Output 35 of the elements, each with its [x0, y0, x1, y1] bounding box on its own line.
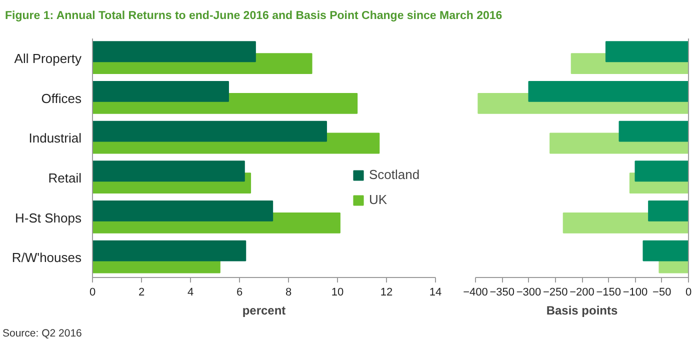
- x-tick-label: 12: [380, 286, 393, 298]
- x-axis-title: percent: [242, 304, 286, 318]
- x-tick-label: 6: [236, 286, 243, 298]
- x-tick-label: 8: [285, 286, 292, 298]
- y-tick-label: R/W'houses: [12, 250, 82, 266]
- legend-label: UK: [369, 192, 388, 207]
- bar: [92, 160, 245, 182]
- x-tick-label: 10: [331, 286, 344, 298]
- x-tick-label: −300: [516, 286, 542, 298]
- y-tick-label: Industrial: [28, 130, 82, 146]
- x-tick-label: −350: [490, 286, 515, 298]
- x-tick-label: −50: [652, 286, 672, 298]
- x-tick-label: 2: [138, 286, 145, 298]
- x-tick-label: −250: [542, 286, 568, 298]
- bar: [92, 81, 229, 102]
- y-tick-label: Retail: [48, 170, 82, 186]
- x-tick-label: −400: [463, 286, 488, 298]
- chart-title: Figure 1: Annual Total Returns to end-June 2016 and Basis Point Change since March 2016: [5, 9, 502, 24]
- x-tick-label: −100: [622, 286, 648, 298]
- x-tick-label: 0: [685, 286, 692, 298]
- x-tick-label: −200: [570, 286, 594, 298]
- x-tick-label: −150: [596, 286, 622, 298]
- source-note: Source: Q2 2016: [2, 328, 82, 340]
- x-tick-label: 4: [187, 286, 194, 298]
- y-tick-label: All Property: [14, 50, 82, 66]
- x-axis-title: Basis points: [546, 304, 618, 318]
- bar: [92, 41, 256, 62]
- x-tick-label: 14: [429, 286, 442, 298]
- y-tick-label: H-St Shops: [15, 210, 82, 226]
- bar: [92, 240, 246, 262]
- bar: [92, 200, 274, 222]
- bar: [92, 120, 327, 142]
- x-tick-label: 0: [89, 286, 96, 298]
- y-tick-label: Offices: [41, 90, 82, 106]
- legend-label: Scotland: [369, 167, 420, 182]
